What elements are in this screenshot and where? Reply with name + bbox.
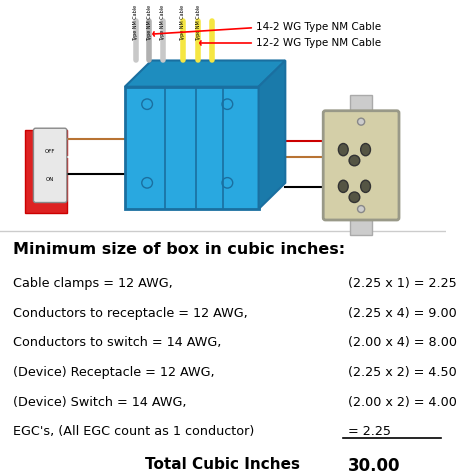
Circle shape bbox=[357, 206, 365, 212]
Text: Type NM Cable: Type NM Cable bbox=[196, 5, 201, 41]
Text: 14-2 WG Type NM Cable: 14-2 WG Type NM Cable bbox=[256, 22, 382, 32]
FancyBboxPatch shape bbox=[350, 95, 372, 113]
Text: 30.00: 30.00 bbox=[348, 457, 400, 474]
Text: (2.25 x 4) = 9.00: (2.25 x 4) = 9.00 bbox=[348, 307, 456, 319]
Text: Conductors to switch = 14 AWG,: Conductors to switch = 14 AWG, bbox=[13, 336, 222, 349]
Text: Minimum size of box in cubic inches:: Minimum size of box in cubic inches: bbox=[13, 242, 346, 257]
FancyBboxPatch shape bbox=[350, 218, 372, 235]
Text: (Device) Switch = 14 AWG,: (Device) Switch = 14 AWG, bbox=[13, 396, 187, 409]
FancyBboxPatch shape bbox=[25, 130, 67, 213]
Polygon shape bbox=[125, 61, 285, 87]
FancyBboxPatch shape bbox=[125, 87, 259, 209]
Ellipse shape bbox=[338, 144, 348, 156]
Circle shape bbox=[349, 192, 360, 202]
Text: Type NM Cable: Type NM Cable bbox=[147, 5, 152, 41]
Text: (2.25 x 2) = 4.50: (2.25 x 2) = 4.50 bbox=[348, 366, 456, 379]
Circle shape bbox=[349, 155, 360, 166]
Text: Type NM Cable: Type NM Cable bbox=[160, 5, 165, 41]
Circle shape bbox=[357, 118, 365, 125]
Text: (2.00 x 2) = 4.00: (2.00 x 2) = 4.00 bbox=[348, 396, 456, 409]
FancyBboxPatch shape bbox=[323, 111, 399, 220]
Ellipse shape bbox=[361, 144, 371, 156]
Ellipse shape bbox=[338, 180, 348, 192]
Text: (2.00 x 4) = 8.00: (2.00 x 4) = 8.00 bbox=[348, 336, 457, 349]
FancyBboxPatch shape bbox=[34, 128, 67, 202]
Text: Total Cubic Inches: Total Cubic Inches bbox=[146, 457, 301, 472]
Text: = 2.25: = 2.25 bbox=[348, 425, 391, 438]
Text: (Device) Receptacle = 12 AWG,: (Device) Receptacle = 12 AWG, bbox=[13, 366, 215, 379]
Text: ON: ON bbox=[46, 177, 55, 182]
Text: Type NM Cable: Type NM Cable bbox=[134, 5, 138, 41]
Text: Conductors to receptacle = 12 AWG,: Conductors to receptacle = 12 AWG, bbox=[13, 307, 248, 319]
Text: (2.25 x 1) = 2.25: (2.25 x 1) = 2.25 bbox=[348, 277, 456, 290]
Text: Cable clamps = 12 AWG,: Cable clamps = 12 AWG, bbox=[13, 277, 173, 290]
Text: 12-2 WG Type NM Cable: 12-2 WG Type NM Cable bbox=[256, 38, 382, 48]
Text: Type NM Cable: Type NM Cable bbox=[180, 5, 185, 41]
Text: OFF: OFF bbox=[45, 149, 55, 154]
Ellipse shape bbox=[361, 180, 371, 192]
Polygon shape bbox=[259, 61, 285, 209]
Text: EGC's, (All EGC count as 1 conductor): EGC's, (All EGC count as 1 conductor) bbox=[13, 425, 255, 438]
